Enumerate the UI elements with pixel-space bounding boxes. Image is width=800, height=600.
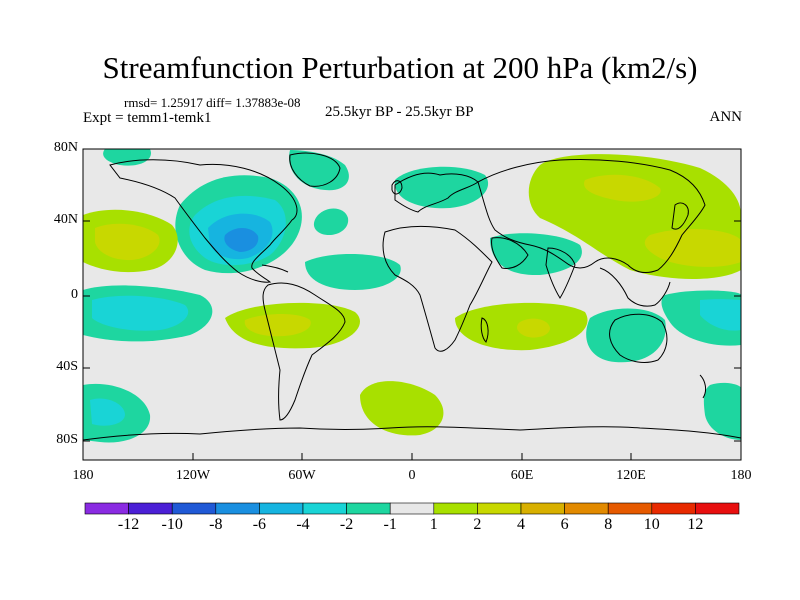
coast-india	[545, 247, 576, 299]
contour-atlantic-small	[313, 208, 349, 236]
plot-title: Streamfunction Perturbation at 200 hPa (…	[102, 50, 698, 85]
colorbar-swatch	[477, 502, 522, 515]
lon-tick-120e: 120E	[616, 468, 646, 483]
season-label: ANN	[709, 109, 743, 125]
colorbar-swatch	[215, 502, 260, 515]
colorbar-swatch	[128, 502, 173, 515]
colorbar-label: 12	[687, 516, 704, 533]
colorbar-label: 1	[429, 516, 438, 533]
contour-east-eq-core	[700, 299, 741, 331]
coast-greenland	[289, 152, 341, 187]
contour-indian-core	[517, 318, 550, 338]
colorbar-swatch	[259, 502, 304, 515]
contour-pacific-yellow-core	[95, 223, 160, 261]
contour-sw-core	[90, 398, 125, 426]
colorbar-label: 10	[643, 516, 660, 533]
colorbar-label: 2	[473, 516, 482, 533]
coastlines	[82, 152, 742, 441]
coast-north-america	[109, 159, 298, 283]
colorbar-swatch	[651, 502, 696, 515]
colorbar	[84, 502, 740, 515]
coast-australia	[609, 313, 668, 363]
coast-caribbean	[261, 264, 289, 273]
colorbar-label: 6	[560, 516, 569, 533]
lat-tick-0: 0	[71, 287, 78, 302]
colorbar-swatch	[695, 502, 740, 515]
colorbar-label: -12	[117, 516, 140, 533]
coast-europe	[394, 172, 479, 213]
lat-tick-80s: 80S	[56, 432, 78, 447]
colorbar-swatch	[607, 502, 653, 515]
coast-asia	[477, 158, 706, 273]
colorbar-label: 8	[604, 516, 613, 533]
colorbar-label: -4	[296, 516, 310, 533]
contour-se	[703, 382, 741, 440]
colorbar-swatch	[302, 502, 347, 515]
rmsd-diff-stats: rmsd= 1.25917 diff= 1.37883e-08	[124, 95, 301, 110]
contour-arctic-left	[103, 149, 151, 166]
coast-africa	[382, 225, 493, 352]
period-label: 25.5kyr BP - 25.5kyr BP	[325, 104, 474, 120]
lat-tick-40s: 40S	[56, 359, 78, 374]
contour-na-core	[224, 227, 259, 252]
colorbar-label: -6	[252, 516, 267, 533]
coast-madagascar	[480, 317, 489, 343]
coast-se-asia	[599, 267, 671, 307]
contour-south-atl	[360, 381, 444, 436]
coast-arabia	[491, 237, 529, 269]
coast-south-america	[262, 282, 346, 421]
colorbar-label: 4	[517, 516, 525, 533]
lon-tick-180-left: 180	[72, 468, 94, 483]
coast-nz	[699, 374, 707, 399]
colorbar-swatch	[389, 502, 435, 515]
contour-middle-east	[490, 233, 582, 276]
colorbar-swatch	[564, 502, 609, 515]
colorbar-swatch	[520, 502, 565, 515]
lon-tick-0: 0	[408, 468, 416, 483]
coast-antarctica	[82, 426, 742, 441]
lon-tick-120w: 120W	[175, 468, 211, 483]
lon-tick-60w: 60W	[288, 468, 316, 483]
experiment-label: Expt = temm1-temk1	[83, 110, 212, 126]
colorbar-label: -8	[209, 516, 223, 533]
lat-tick-80n: 80N	[53, 140, 78, 155]
tick-marks	[83, 148, 741, 460]
contour-fields	[83, 149, 741, 443]
colorbar-swatch	[433, 502, 478, 515]
colorbar-swatch	[171, 502, 217, 515]
colorbar-label: -10	[161, 516, 183, 533]
colorbar-swatch	[84, 502, 129, 515]
contour-australia	[586, 308, 666, 363]
colorbar-swatch	[346, 502, 391, 515]
colorbar-label: -2	[339, 516, 354, 533]
colorbar-label: -1	[383, 516, 397, 533]
lon-tick-180-right: 180	[730, 468, 752, 483]
contour-eq-pacific-core	[92, 295, 189, 331]
coast-japan	[671, 202, 689, 230]
coast-uk	[391, 180, 403, 195]
contour-sa-core	[244, 314, 311, 337]
contour-asia-core	[584, 174, 661, 202]
contour-europe	[394, 166, 489, 209]
lon-tick-60e: 60E	[510, 468, 534, 483]
lat-tick-40n: 40N	[53, 212, 78, 227]
contour-atl-strip	[305, 254, 401, 290]
